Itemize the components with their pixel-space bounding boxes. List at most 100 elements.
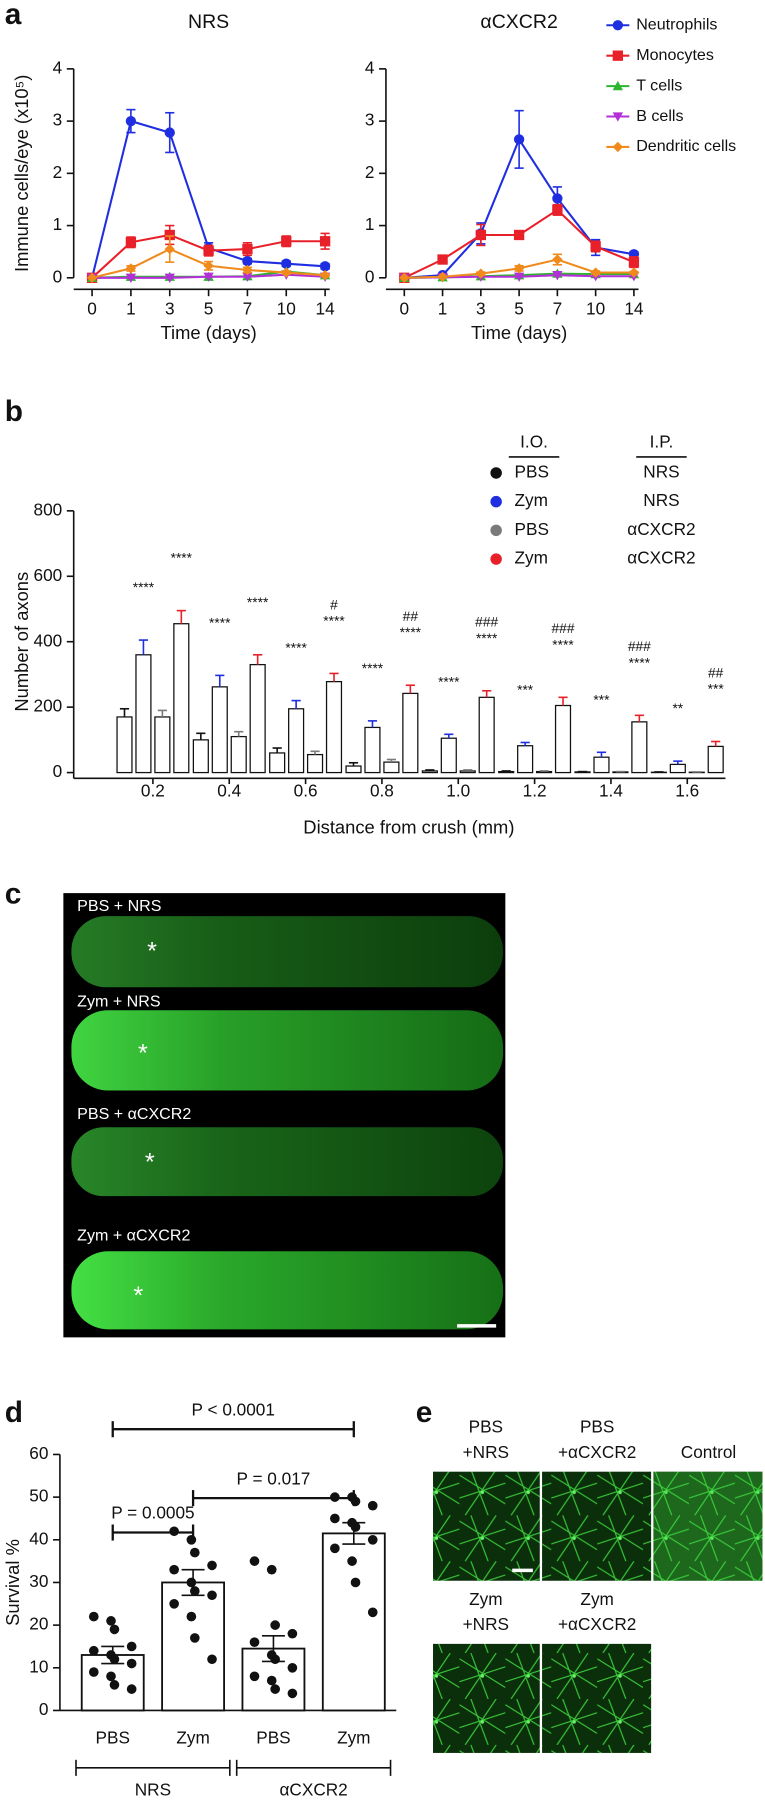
legend-label: B cells — [636, 107, 683, 125]
retina-image — [542, 1471, 652, 1581]
point — [612, 80, 623, 91]
x-tick-label: Zym — [176, 1728, 209, 1748]
x-tick-label: 1.0 — [446, 781, 470, 801]
bar — [478, 696, 495, 774]
x-tick-label: 7 — [243, 298, 253, 318]
bar — [593, 756, 610, 774]
retina-overlay — [653, 1471, 763, 1581]
significance: ## — [708, 665, 724, 680]
y-axis-label: Survival % — [2, 1539, 23, 1626]
bar — [669, 763, 686, 774]
legend-label: Neutrophils — [636, 16, 717, 34]
y-tick-label: 600 — [34, 565, 63, 585]
point — [475, 229, 487, 241]
y-tick-label: 0 — [39, 1699, 49, 1719]
point — [552, 271, 563, 281]
point — [319, 236, 331, 247]
point — [281, 236, 292, 247]
point — [109, 1680, 120, 1690]
point — [350, 1577, 361, 1588]
point — [612, 50, 623, 61]
point — [513, 134, 525, 145]
point — [266, 1564, 277, 1575]
point — [281, 258, 292, 269]
nerve — [71, 1251, 504, 1330]
crush-marker: * — [133, 1282, 143, 1310]
x-tick-label: Zym — [337, 1728, 370, 1748]
nerve — [71, 1010, 504, 1091]
point — [249, 1556, 260, 1566]
point — [287, 1688, 298, 1699]
y-tick-label: 50 — [29, 1486, 48, 1506]
legend-label: Dendritic cells — [636, 137, 736, 155]
nerve-label: PBS + NRS — [77, 897, 161, 915]
point — [270, 1684, 280, 1694]
bar — [192, 739, 209, 774]
y-axis-label: Number of axons — [11, 572, 32, 712]
point — [270, 1654, 280, 1665]
bar — [421, 770, 438, 774]
significance: **** — [476, 631, 498, 646]
legend-dot — [490, 495, 502, 508]
point — [590, 267, 601, 278]
point — [186, 1577, 197, 1588]
y-axis-label: Immune cells/eye (x10⁵) — [11, 75, 32, 272]
retina-image — [433, 1471, 540, 1581]
x-tick-label: 7 — [553, 298, 563, 318]
point — [88, 1667, 99, 1677]
legend-label: Zym — [515, 490, 548, 510]
retina-image — [542, 1643, 652, 1753]
point — [203, 260, 214, 271]
point — [399, 272, 410, 283]
point — [367, 1534, 378, 1545]
point — [330, 1513, 340, 1524]
point — [513, 263, 525, 274]
x-axis-label: Time (days) — [160, 322, 256, 343]
y-tick-label: 20 — [29, 1614, 48, 1634]
bar — [440, 737, 457, 774]
point — [106, 1671, 116, 1682]
y-tick-label: 10 — [29, 1656, 48, 1676]
legend-label: NRS — [643, 490, 679, 510]
y-tick-label: 1 — [365, 214, 375, 234]
legend-label: Monocytes — [636, 46, 714, 64]
point — [203, 245, 214, 256]
significance: **** — [400, 625, 422, 640]
point — [249, 1671, 260, 1682]
crush-marker: * — [145, 1149, 155, 1177]
y-tick-label: 4 — [53, 57, 63, 77]
y-tick-label: 400 — [34, 630, 63, 650]
point — [319, 270, 331, 281]
point — [628, 267, 640, 278]
point — [126, 1684, 137, 1694]
significance: *** — [517, 682, 534, 697]
y-tick-label: 1 — [53, 214, 63, 234]
point — [367, 1500, 378, 1511]
legend-label: Zym — [515, 548, 548, 568]
y-tick-label: 30 — [29, 1571, 48, 1591]
significance: *** — [708, 681, 725, 696]
crush-marker: * — [147, 937, 157, 965]
nerve-label: Zym + NRS — [77, 992, 160, 1010]
retina-label: +NRS — [463, 1442, 509, 1462]
significance: **** — [285, 641, 307, 656]
group-label: αCXCR2 — [279, 1779, 347, 1799]
retina-label: Zym — [580, 1589, 613, 1609]
p-value: P < 0.0001 — [192, 1399, 275, 1419]
point — [186, 1534, 197, 1545]
x-tick-label: 5 — [514, 298, 524, 318]
significance: **** — [323, 613, 345, 628]
point — [169, 1526, 179, 1537]
retina-label: Control — [681, 1442, 736, 1462]
p-value: P = 0.017 — [237, 1468, 311, 1488]
point — [628, 256, 640, 268]
bar — [383, 761, 400, 774]
legend-dot — [490, 524, 502, 537]
y-tick-label: 4 — [365, 57, 375, 77]
bar — [631, 721, 648, 774]
point — [287, 1662, 298, 1673]
crush-marker: * — [138, 1040, 148, 1068]
point — [125, 237, 137, 248]
bar — [345, 765, 362, 774]
